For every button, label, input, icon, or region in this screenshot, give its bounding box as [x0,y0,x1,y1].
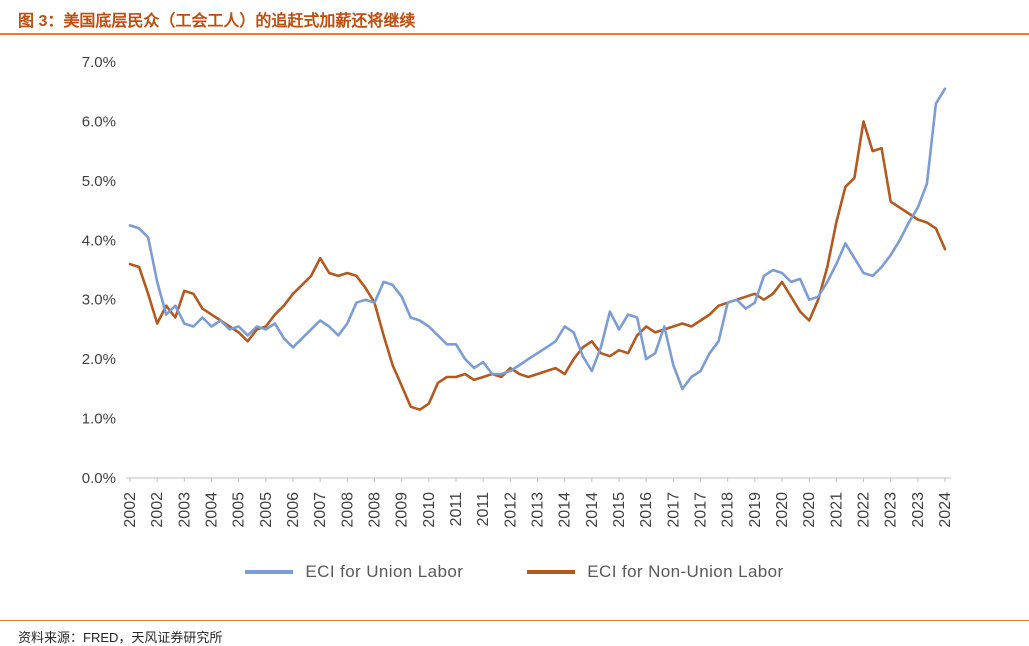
svg-text:2008: 2008 [339,492,356,528]
svg-text:2007: 2007 [312,492,329,528]
svg-text:2011: 2011 [448,492,465,527]
svg-text:6.0%: 6.0% [82,113,116,130]
eci-line-chart: 0.0% 1.0% 2.0% 3.0% 4.0% 5.0% 6.0% 7.0% 2002 2002… [82,54,954,528]
svg-text:2017: 2017 [665,492,682,528]
svg-text:2016: 2016 [638,492,655,528]
svg-text:5.0%: 5.0% [82,173,116,190]
svg-text:7.0%: 7.0% [82,54,116,71]
svg-text:2005: 2005 [231,492,248,528]
svg-text:2014: 2014 [584,492,601,528]
svg-text:2008: 2008 [367,492,384,528]
svg-text:2011: 2011 [475,492,492,527]
legend-line-union [245,570,294,574]
footer-divider [0,620,1029,621]
svg-text:2021: 2021 [828,492,845,528]
svg-text:2019: 2019 [747,492,764,528]
svg-text:2018: 2018 [720,492,737,528]
legend-item-non-union: ECI for Non-Union Labor [527,562,783,582]
legend-label-union: ECI for Union Labor [305,562,464,581]
legend-line-non-union [527,570,576,574]
legend-label-non-union: ECI for Non-Union Labor [587,562,784,581]
svg-text:1.0%: 1.0% [82,411,116,428]
svg-text:2010: 2010 [421,492,438,528]
svg-text:3.0%: 3.0% [82,292,116,309]
svg-text:2020: 2020 [801,492,818,528]
svg-text:4.0%: 4.0% [82,232,116,249]
title-divider [0,33,1029,35]
svg-text:2002: 2002 [149,492,166,528]
svg-text:2003: 2003 [176,492,193,528]
svg-text:0.0%: 0.0% [82,470,116,487]
svg-text:2013: 2013 [530,492,547,528]
svg-text:2005: 2005 [258,492,275,528]
svg-text:2006: 2006 [285,492,302,528]
svg-text:2004: 2004 [204,492,221,528]
svg-text:2022: 2022 [856,492,873,528]
svg-text:2017: 2017 [693,492,710,528]
svg-text:2020: 2020 [774,492,791,528]
svg-text:2015: 2015 [611,492,628,528]
svg-text:2009: 2009 [394,492,411,528]
svg-text:2.0%: 2.0% [82,351,116,368]
chart-legend: ECI for Union Labor ECI for Non-Union La… [0,562,1029,582]
figure-title: 图 3：美国底层民众（工会工人）的追赶式加薪还将继续 [18,13,416,30]
svg-text:2024: 2024 [937,492,954,528]
svg-text:2023: 2023 [883,492,900,528]
svg-text:2012: 2012 [502,492,519,528]
legend-item-union: ECI for Union Labor [245,562,463,582]
svg-text:2002: 2002 [122,492,139,528]
source-note: 资料来源：FRED，天风证券研究所 [18,630,223,645]
svg-text:2014: 2014 [557,492,574,528]
svg-text:2023: 2023 [910,492,927,528]
